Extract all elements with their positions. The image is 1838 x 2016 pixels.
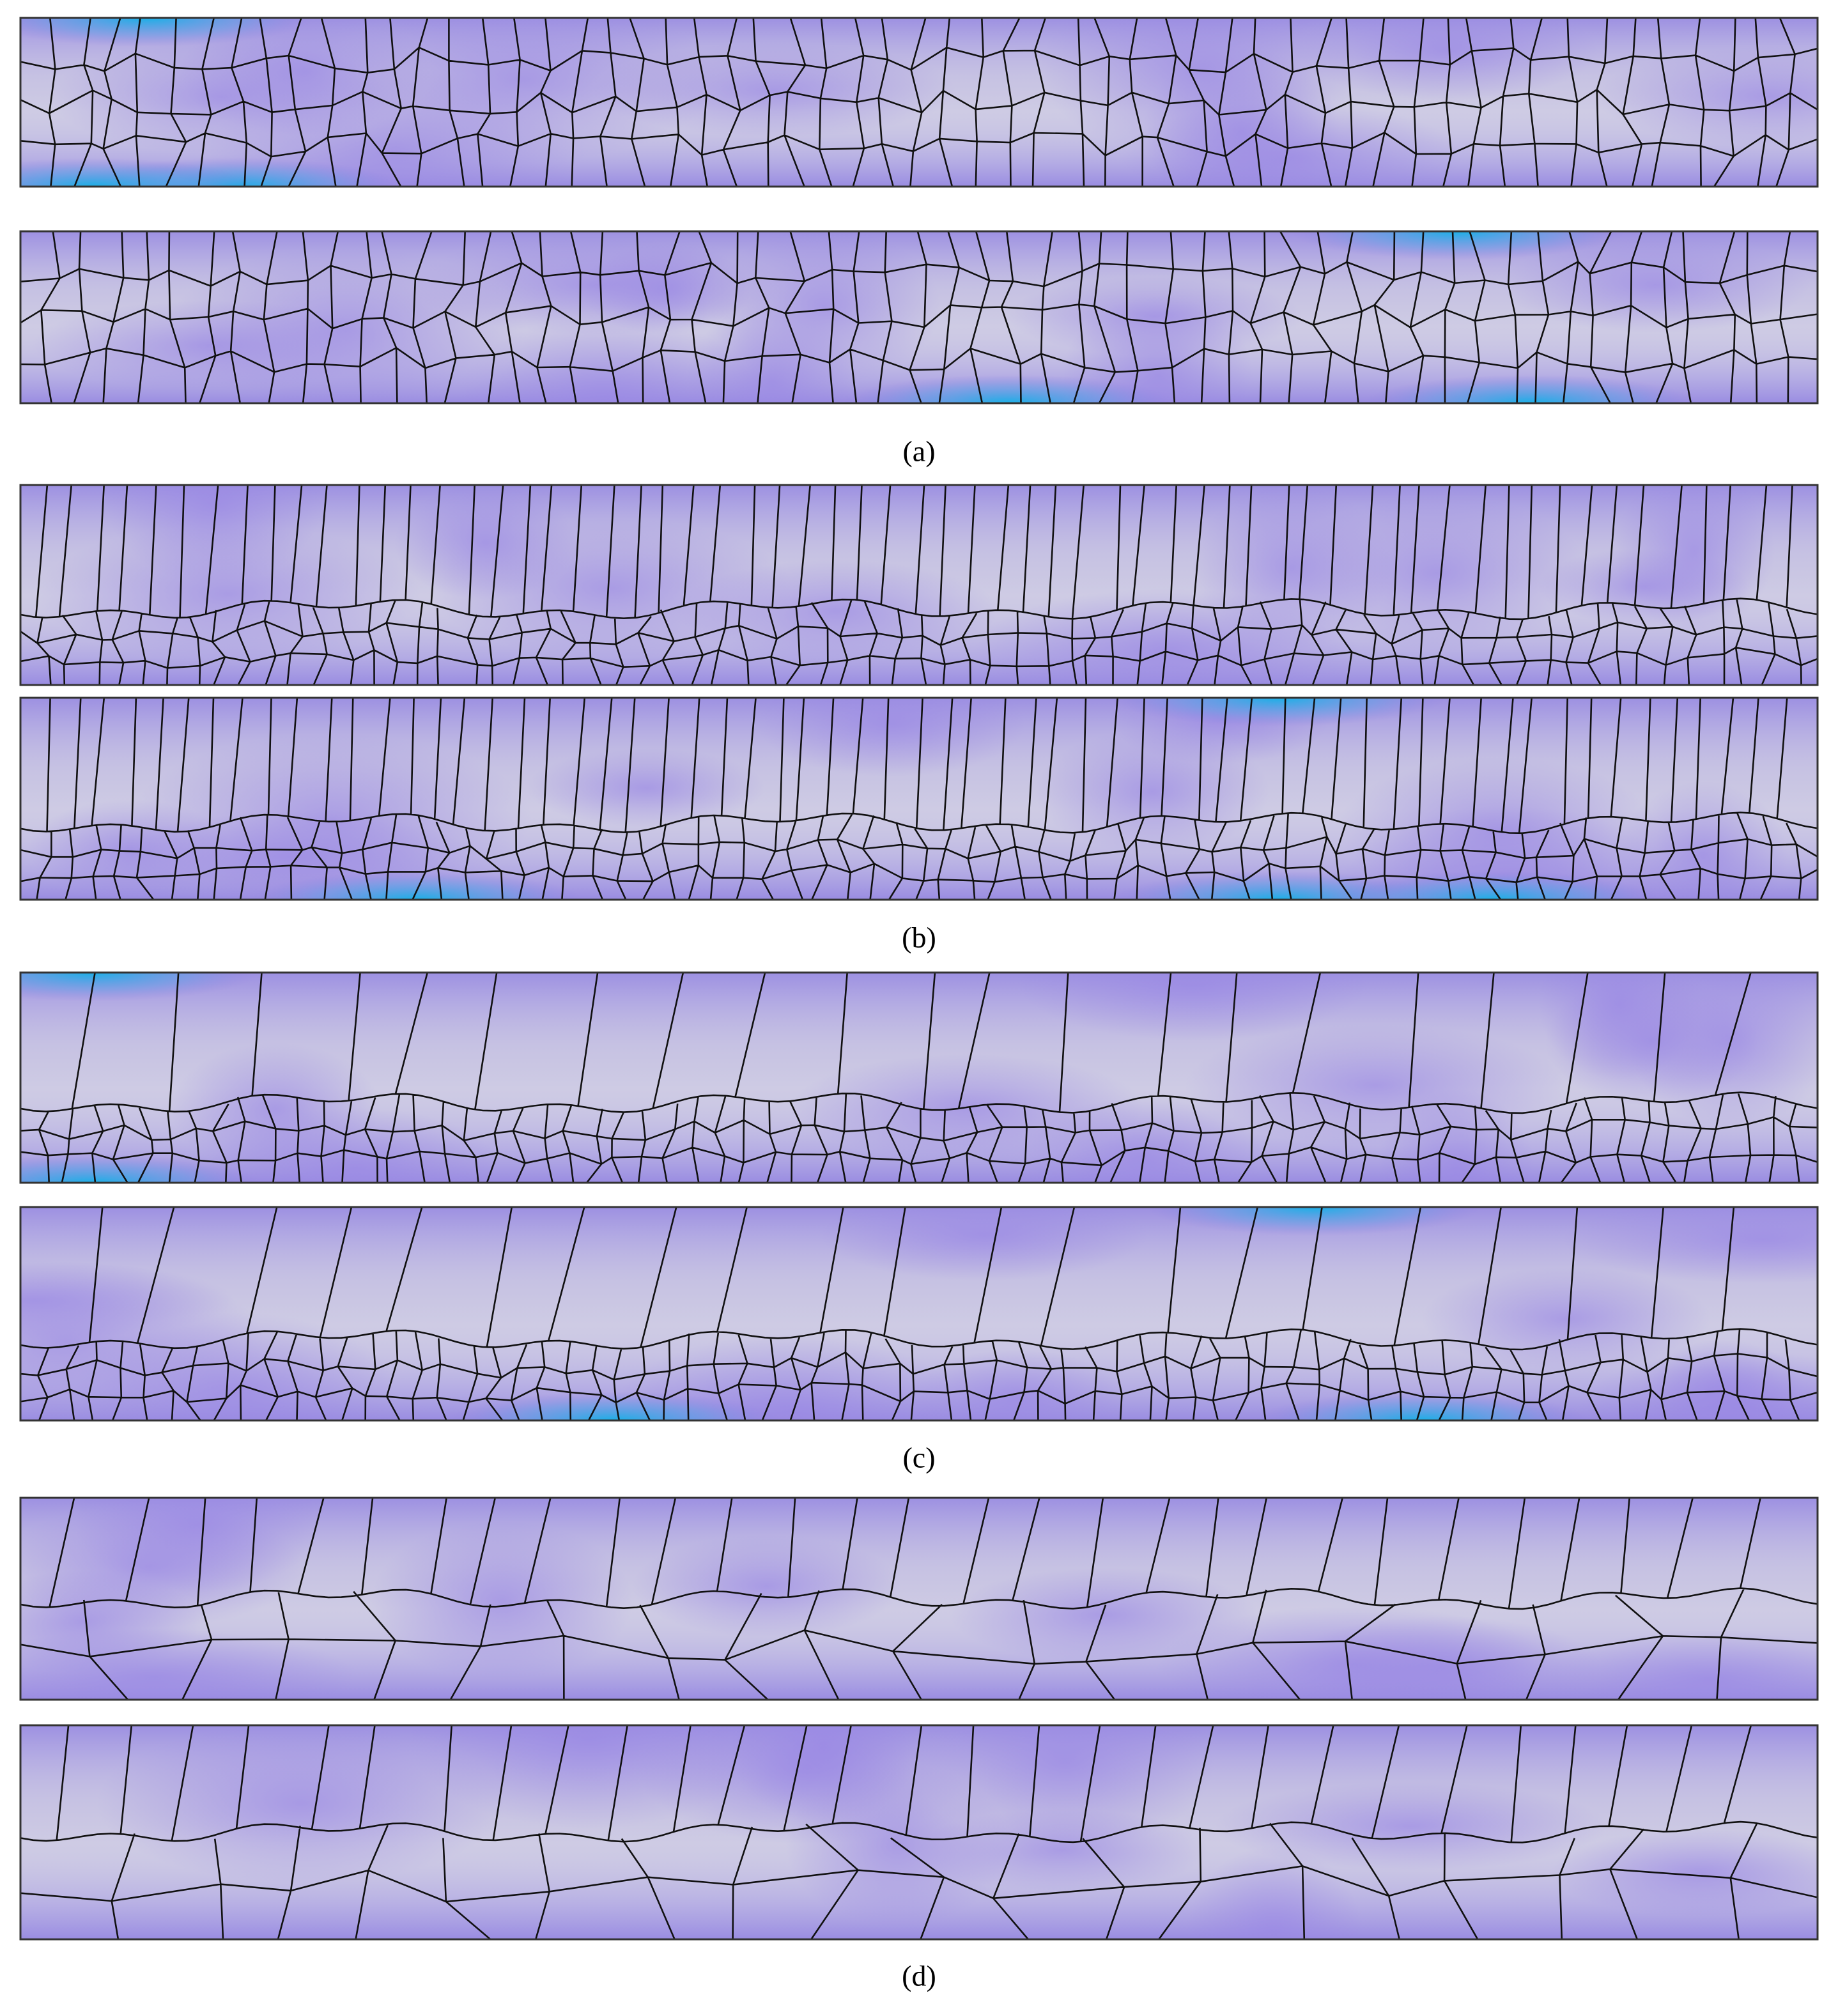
panel-label: (a) <box>902 435 935 468</box>
shade-spot <box>210 1107 502 1183</box>
shade-spot <box>97 1725 506 1884</box>
shade-spot <box>674 560 999 663</box>
shade-spot <box>1296 18 1598 101</box>
strip-frame <box>19 17 1819 188</box>
shade-spot <box>1017 1098 1265 1183</box>
shade-spot <box>20 1505 303 1629</box>
grain-strip <box>19 1724 1819 1941</box>
strip-frame <box>19 484 1819 686</box>
cyan-spot <box>447 1392 780 1420</box>
shade-spot <box>1185 1024 1566 1146</box>
shade-spot <box>1185 1846 1364 1939</box>
grain-strip <box>19 17 1819 188</box>
grain-boundaries <box>20 18 1818 187</box>
cyan-spot <box>842 374 1175 403</box>
grain-strip <box>19 230 1819 404</box>
grain-strip <box>19 696 1819 901</box>
shade-spot <box>35 525 420 663</box>
grain-strip <box>19 971 1819 1184</box>
cyan-spot <box>1364 374 1697 403</box>
shade-spot <box>757 698 1026 777</box>
shade-spot <box>31 300 387 391</box>
shade-spot <box>1120 102 1463 187</box>
strip-fill <box>20 485 1818 685</box>
grain-boundaries <box>20 1725 1818 1939</box>
grain-boundaries <box>20 1498 1818 1700</box>
strip-frame <box>19 230 1819 404</box>
cyan-spot <box>20 973 259 1001</box>
shade-spot <box>394 485 576 600</box>
shade-spot <box>592 43 955 137</box>
shade-spot <box>527 748 765 827</box>
strip-fill <box>20 1207 1818 1420</box>
shade-spot <box>632 1535 901 1638</box>
panel-label: (c) <box>902 1442 935 1474</box>
strip-fill <box>20 231 1818 403</box>
shade-spot <box>1422 1267 1711 1371</box>
shade-spot <box>20 1629 359 1700</box>
strip-fill <box>20 1498 1818 1700</box>
panel-label: (b) <box>902 921 936 954</box>
strip-frame <box>19 971 1819 1184</box>
shade-spot <box>1545 976 1758 1107</box>
shade-spot <box>730 1725 918 1824</box>
shade-spot <box>1062 295 1254 403</box>
strip-fill <box>20 1725 1818 1939</box>
cyan-spot <box>1327 871 1660 900</box>
shade-spot <box>1214 1781 1607 1871</box>
panel-label: (d) <box>902 1960 936 1992</box>
grain-boundaries <box>20 698 1818 900</box>
grain-boundaries <box>20 1207 1818 1420</box>
strip-frame <box>19 696 1819 901</box>
grain-strip <box>19 484 1819 686</box>
cyan-spot <box>20 18 313 47</box>
grain-boundaries <box>20 485 1818 685</box>
strip-fill <box>20 18 1818 187</box>
strip-frame <box>19 1206 1819 1422</box>
shade-spot <box>821 1207 1147 1281</box>
shade-spot <box>107 485 322 585</box>
grain-boundaries <box>20 973 1818 1183</box>
grain-boundaries <box>20 231 1818 403</box>
shade-spot <box>1191 486 1391 650</box>
cyan-spot <box>1292 231 1625 260</box>
grain-strip <box>19 1497 1819 1701</box>
shade-spot <box>948 1567 1259 1663</box>
shade-spot <box>1019 973 1367 1041</box>
cyan-spot <box>1112 698 1445 727</box>
strip-frame <box>19 1497 1819 1701</box>
shade-spot <box>1542 1630 1818 1700</box>
grain-strip <box>19 1206 1819 1422</box>
shade-spot <box>1596 47 1818 147</box>
cyan-spot <box>1148 1207 1481 1236</box>
shade-spot <box>371 1521 633 1682</box>
shade-spot <box>1563 1207 1818 1284</box>
strip-fill <box>20 698 1818 900</box>
shade-spot <box>456 315 760 403</box>
shade-spot <box>1550 1829 1818 1917</box>
shade-spot <box>1155 1606 1551 1700</box>
shade-spot <box>1614 485 1775 633</box>
strip-frame <box>19 1724 1819 1941</box>
strip-fill <box>20 973 1818 1183</box>
cyan-spot <box>249 871 582 900</box>
